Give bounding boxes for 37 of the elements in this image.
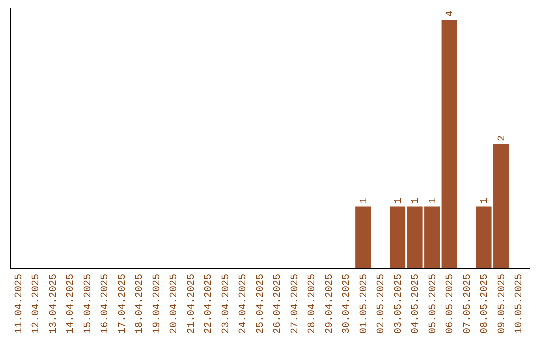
x-tick-label: 25.04.2025 (256, 274, 267, 334)
x-tick-label: 15.04.2025 (83, 274, 94, 334)
x-tick-label: 01.05.2025 (359, 274, 370, 334)
data-label: 1 (480, 198, 492, 204)
x-tick-label: 12.04.2025 (32, 274, 43, 334)
x-tick-label: 09.05.2025 (497, 274, 508, 334)
x-tick-label: 27.04.2025 (290, 274, 302, 334)
x-tick-label: 10.05.2025 (514, 274, 526, 334)
data-label: 1 (411, 198, 422, 204)
x-tick-label: 14.04.2025 (66, 274, 78, 334)
data-label: 1 (394, 198, 405, 204)
x-tick-label: 03.05.2025 (394, 274, 405, 334)
x-tick-label: 23.04.2025 (221, 274, 232, 334)
x-tick-label: 26.04.2025 (273, 274, 284, 334)
x-tick-label: 18.04.2025 (135, 274, 146, 334)
data-label: 4 (446, 10, 457, 17)
x-tick-label: 04.05.2025 (411, 274, 422, 334)
x-tick-label: 02.05.2025 (376, 274, 388, 334)
x-tick-label: 24.04.2025 (238, 274, 250, 334)
x-tick-label: 11.04.2025 (14, 274, 26, 334)
x-tick-label: 29.04.2025 (324, 274, 336, 334)
data-label: 1 (428, 198, 440, 204)
x-tick-label: 06.05.2025 (446, 274, 457, 334)
x-tick-label: 08.05.2025 (480, 274, 492, 334)
x-tick-label: 13.04.2025 (48, 274, 60, 334)
data-label: 1 (359, 198, 370, 204)
x-tick-label: 28.04.2025 (308, 274, 319, 334)
data-label: 2 (497, 135, 508, 142)
x-tick-label: 07.05.2025 (462, 274, 474, 334)
x-tick-label: 21.04.2025 (186, 274, 198, 334)
x-tick-label: 17.04.2025 (118, 274, 129, 334)
x-tick-label: 19.04.2025 (152, 274, 164, 334)
x-tick-label: 05.05.2025 (428, 274, 440, 334)
x-tick-label: 22.04.2025 (204, 274, 216, 334)
x-tick-label: 16.04.2025 (100, 274, 112, 334)
x-tick-label: 20.04.2025 (170, 274, 181, 334)
x-tick-label: 30.04.2025 (342, 274, 354, 334)
